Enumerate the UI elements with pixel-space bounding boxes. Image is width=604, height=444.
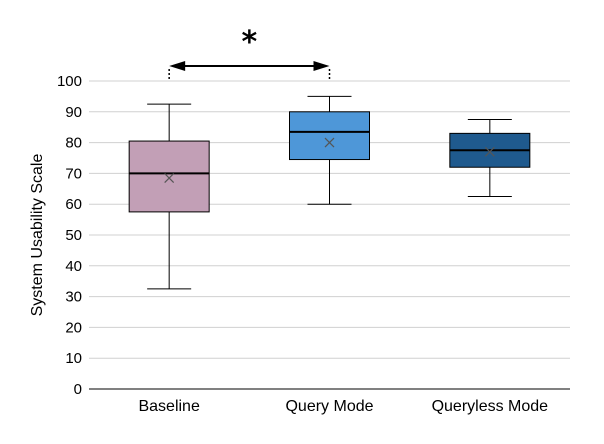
arrowhead-right <box>313 61 330 71</box>
significance-marker: * <box>168 25 331 81</box>
y-tick-label: 50 <box>65 227 82 244</box>
x-tick-label: Baseline <box>138 398 199 415</box>
x-tick-label: Query Mode <box>285 398 373 415</box>
y-tick-label: 30 <box>65 289 82 306</box>
iqr-box <box>289 111 370 161</box>
mean-marker <box>484 146 495 157</box>
y-tick-label: 40 <box>65 258 82 275</box>
iqr-box <box>128 140 210 213</box>
significance-asterisk: * <box>241 25 257 60</box>
y-tick-label: 100 <box>57 73 82 90</box>
box-query-mode <box>289 95 370 205</box>
x-tick-label: Queryless Mode <box>432 398 549 415</box>
y-axis-label: System Usability Scale <box>29 154 46 317</box>
x-tick-labels: Baseline Query Mode Queryless Mode <box>138 398 548 415</box>
box-queryless-mode <box>449 119 531 197</box>
y-tick-labels: 0 10 20 30 40 50 60 70 80 90 100 <box>57 73 82 398</box>
y-tick-label: 90 <box>65 104 82 121</box>
y-tick-label: 20 <box>65 319 82 336</box>
mean-marker <box>324 137 335 148</box>
y-tick-label: 10 <box>65 350 82 367</box>
y-tick-label: 70 <box>65 165 82 182</box>
mean-marker <box>164 173 175 183</box>
box-baseline <box>128 103 210 290</box>
boxes <box>128 95 531 290</box>
y-tick-label: 80 <box>65 135 82 152</box>
arrowhead-left <box>169 61 186 71</box>
y-tick-label: 0 <box>74 381 82 398</box>
y-tick-label: 60 <box>65 196 82 213</box>
